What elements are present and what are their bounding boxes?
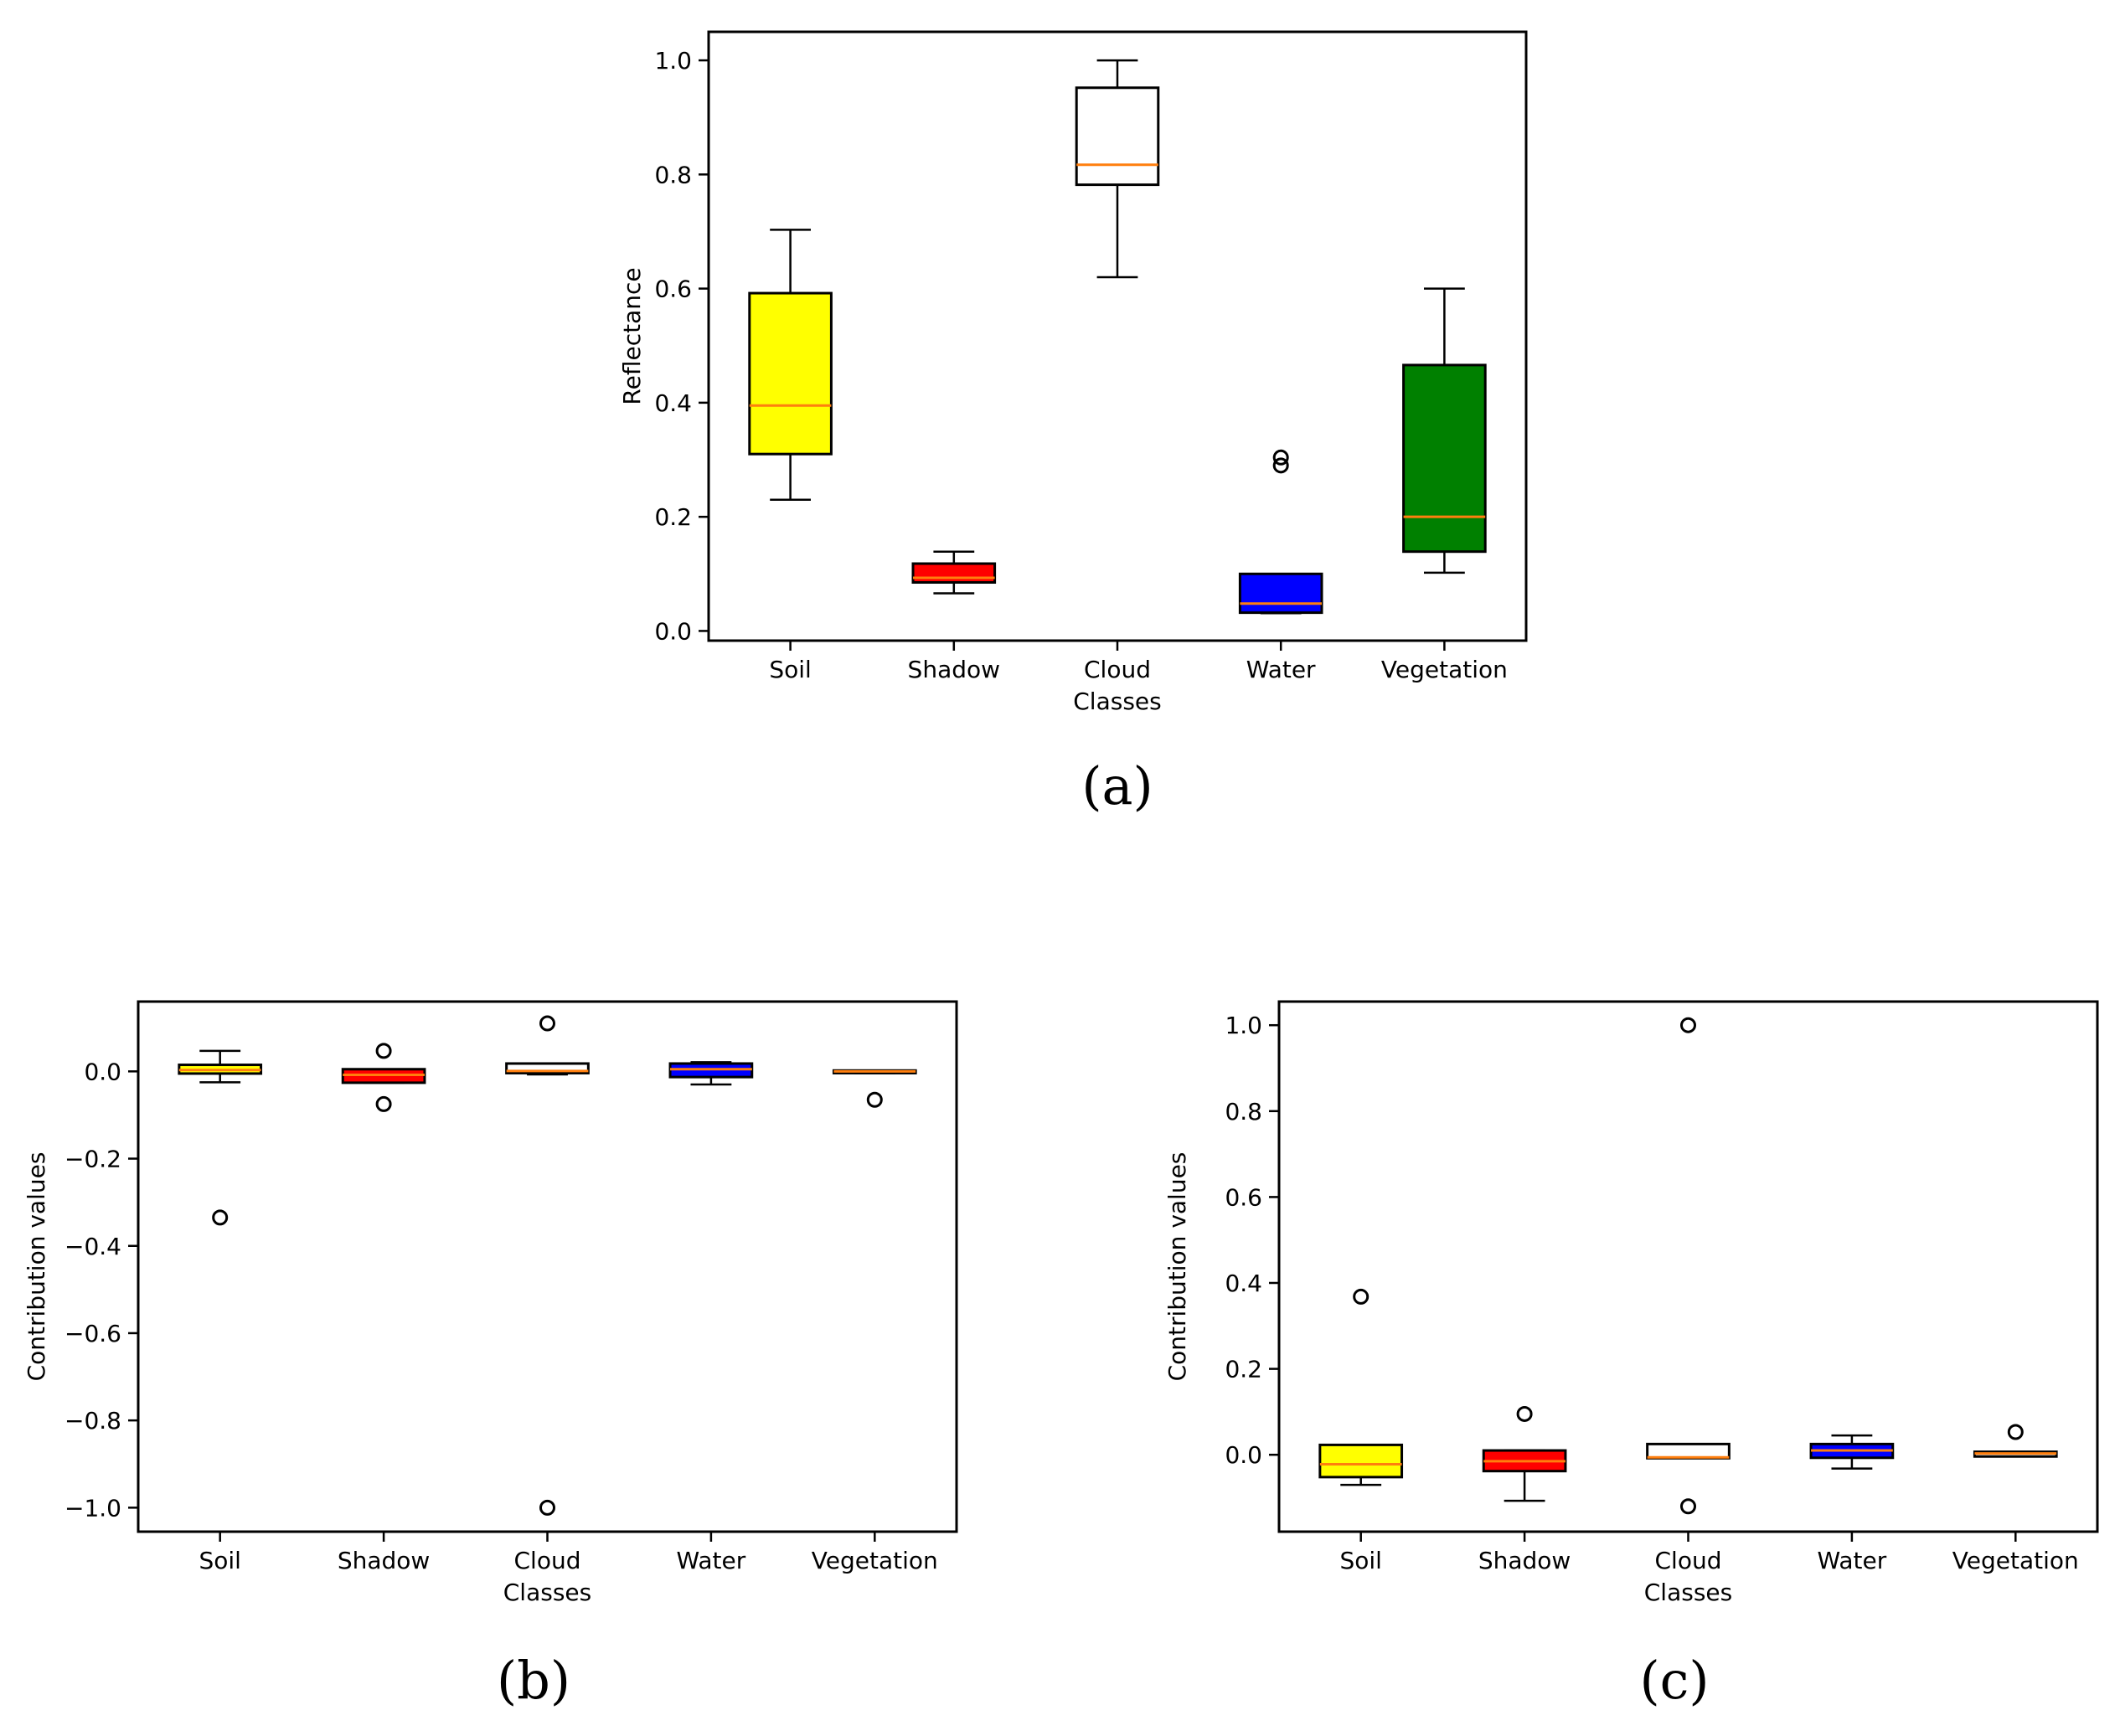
box-cloud xyxy=(1646,1442,1731,1460)
x-tick-label: Vegetation xyxy=(812,1547,938,1574)
y-tick-label: 0.2 xyxy=(654,503,692,531)
y-tick-label: 0.4 xyxy=(654,389,692,417)
x-tick-label: Cloud xyxy=(1655,1547,1722,1574)
x-axis-label: Classes xyxy=(1073,688,1161,715)
x-tick-label: Vegetation xyxy=(1952,1547,2079,1574)
y-axis-label: Contribution values xyxy=(23,1152,50,1382)
outlier-point xyxy=(375,1043,392,1059)
box-water xyxy=(1238,572,1323,615)
panel-label: (b) xyxy=(497,1650,570,1711)
x-tick-label: Vegetation xyxy=(1381,656,1508,683)
x-tick-label: Water xyxy=(1246,656,1316,683)
y-tick-label: −1.0 xyxy=(64,1494,121,1522)
y-tick-label: 0.4 xyxy=(1225,1270,1262,1297)
x-tick-label: Shadow xyxy=(908,656,1000,683)
y-tick-label: −0.8 xyxy=(64,1407,121,1435)
y-axis-label: Contribution values xyxy=(1163,1152,1191,1382)
outlier-point xyxy=(1353,1288,1369,1305)
x-tick-label: Soil xyxy=(1339,1547,1381,1574)
outlier-point xyxy=(1516,1405,1533,1422)
y-tick-label: 0.0 xyxy=(1225,1441,1262,1469)
x-tick-label: Water xyxy=(1818,1547,1887,1574)
outlier-point xyxy=(1272,449,1289,466)
panel-label: (c) xyxy=(1639,1650,1709,1711)
outlier-point xyxy=(1680,1498,1696,1515)
x-tick-label: Shadow xyxy=(338,1547,430,1574)
y-tick-label: 1.0 xyxy=(654,47,692,75)
outlier-point xyxy=(1680,1017,1696,1033)
outlier-point xyxy=(866,1091,883,1108)
x-tick-label: Cloud xyxy=(514,1547,581,1574)
outlier-point xyxy=(212,1209,229,1226)
y-tick-label: 0.0 xyxy=(84,1058,121,1085)
outlier-point xyxy=(539,1499,555,1516)
y-tick-label: −0.4 xyxy=(64,1233,121,1260)
y-tick-label: 0.8 xyxy=(654,161,692,188)
y-tick-label: −0.2 xyxy=(64,1146,121,1173)
panel-label: (a) xyxy=(1081,755,1153,816)
outlier-point xyxy=(1272,457,1289,474)
x-tick-label: Shadow xyxy=(1478,1547,1571,1574)
box-soil xyxy=(748,291,833,456)
y-tick-label: 1.0 xyxy=(1225,1012,1262,1039)
y-tick-label: 0.6 xyxy=(1225,1183,1262,1211)
x-tick-label: Cloud xyxy=(1084,656,1151,683)
x-axis-label: Classes xyxy=(1644,1579,1732,1606)
panel-c-chart: 0.0 0.2 0.4 0.6 0.8 1.0 Soil Shadow Cloud Water Ve… xyxy=(1163,1000,2099,1711)
outlier-point xyxy=(2007,1424,2024,1440)
box-soil xyxy=(1318,1443,1404,1479)
x-tick-label: Water xyxy=(677,1547,746,1574)
x-tick-label: Soil xyxy=(199,1547,240,1574)
y-tick-label: 0.8 xyxy=(1225,1098,1262,1126)
box-shadow xyxy=(911,562,997,585)
outlier-point xyxy=(539,1015,555,1032)
panel-a-chart: 0.0 0.2 0.4 0.6 0.8 1.0 Soil Shadow Cloud Water Ve… xyxy=(618,30,1528,816)
x-tick-label: Soil xyxy=(769,656,811,683)
axes-frame xyxy=(137,1000,958,1533)
y-tick-label: 0.0 xyxy=(654,617,692,645)
y-tick-label: 0.2 xyxy=(1225,1356,1262,1383)
y-tick-label: −0.6 xyxy=(64,1320,121,1347)
panel-b-chart: −1.0 −0.8 −0.6 −0.4 −0.2 0.0 Soil Shadow Cloud Wa… xyxy=(23,1000,958,1711)
box-cloud xyxy=(505,1062,590,1074)
outlier-point xyxy=(375,1095,392,1112)
y-tick-label: 0.6 xyxy=(654,276,692,303)
x-axis-label: Classes xyxy=(503,1579,591,1606)
box-cloud xyxy=(1075,86,1160,187)
box-vegetation xyxy=(1402,363,1487,554)
y-axis-label: Reflectance xyxy=(618,267,646,404)
